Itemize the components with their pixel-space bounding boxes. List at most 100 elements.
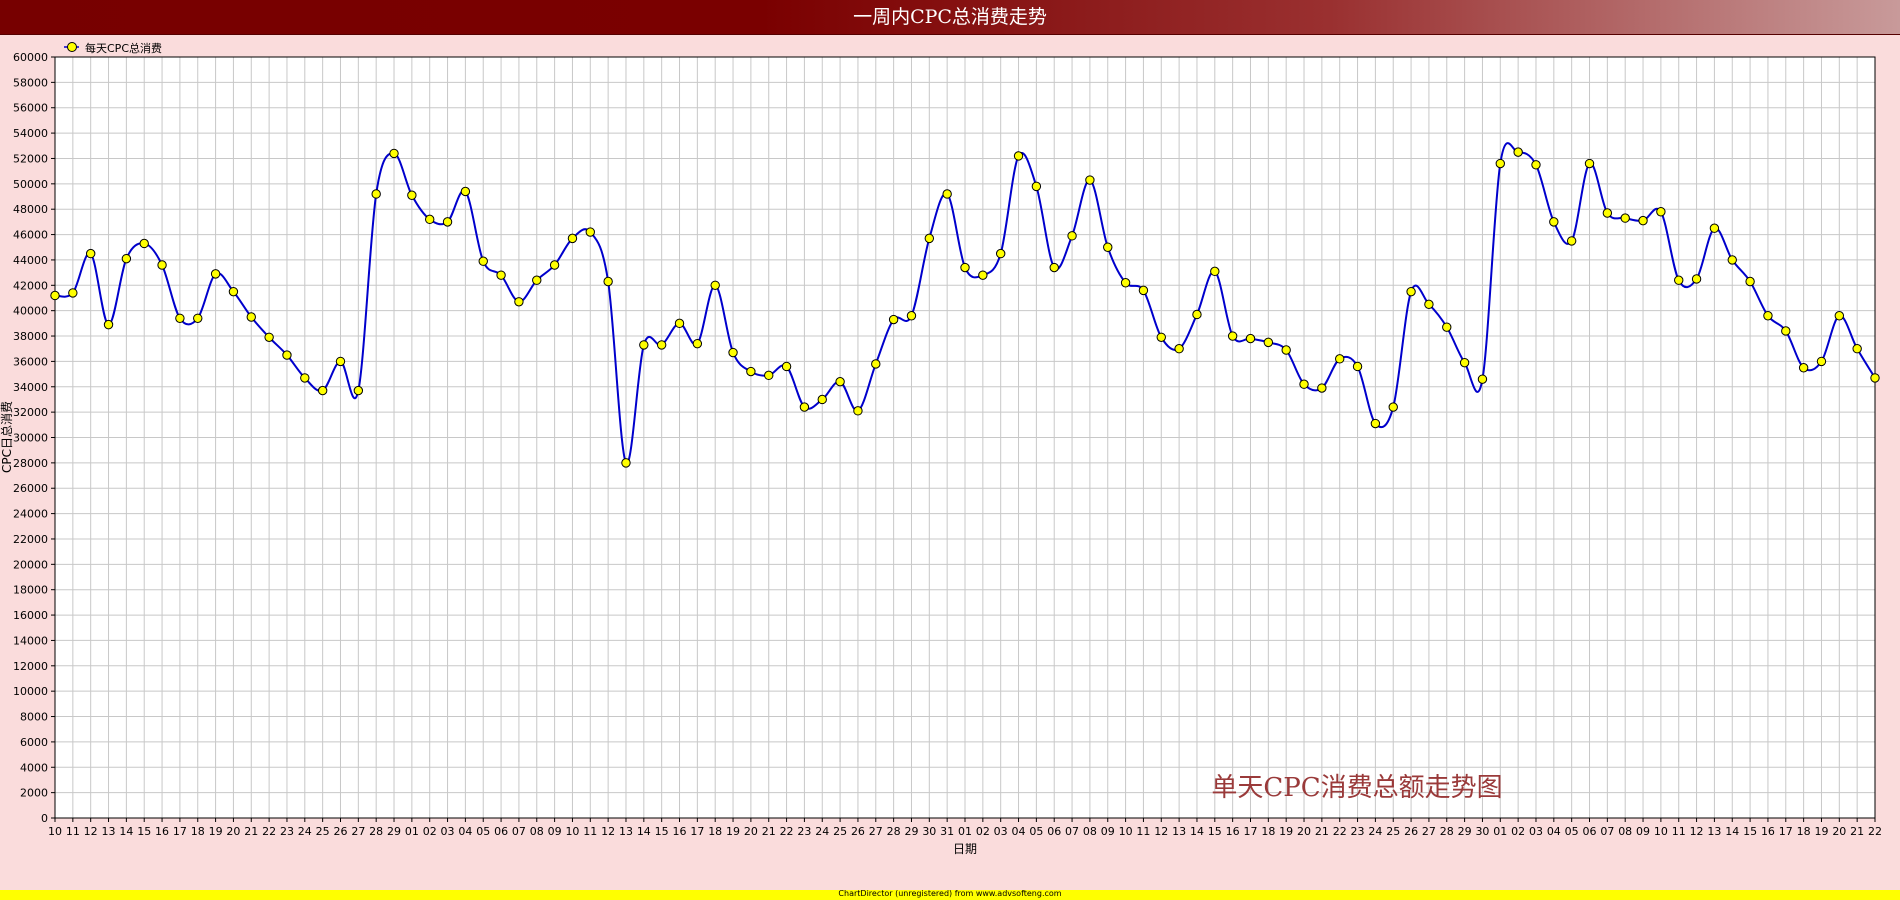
x-tick-label: 08 [530, 825, 544, 838]
y-tick-label: 26000 [13, 482, 48, 495]
data-point [121, 253, 132, 264]
x-tick-label: 23 [280, 825, 294, 838]
x-tick-label: 22 [1868, 825, 1882, 838]
x-tick-label: 11 [583, 825, 597, 838]
data-point [1620, 213, 1630, 223]
data-point [532, 275, 542, 285]
x-tick-label: 10 [1654, 825, 1668, 838]
x-tick-label: 01 [405, 825, 419, 838]
data-point [621, 458, 631, 468]
x-tick-label: 28 [369, 825, 383, 838]
y-tick-label: 50000 [13, 178, 48, 191]
data-point [1798, 363, 1809, 373]
data-point [228, 286, 239, 297]
chart-title: 一周内CPC总消费走势 [853, 6, 1047, 28]
data-point [674, 318, 685, 329]
x-tick-label: 25 [1386, 825, 1400, 838]
x-tick-label: 17 [1243, 825, 1257, 838]
x-tick-label: 04 [1547, 825, 1561, 838]
x-tick-label: 07 [1600, 825, 1614, 838]
data-point [1531, 160, 1541, 170]
title-bar [0, 0, 1900, 35]
data-point [1210, 266, 1220, 277]
data-point [317, 385, 328, 396]
data-point [85, 248, 96, 259]
data-point [1245, 333, 1256, 344]
data-point [656, 340, 667, 350]
data-point [1745, 276, 1755, 287]
x-tick-label: 18 [708, 825, 722, 838]
y-axis-title: CPC日总消费 [0, 401, 14, 473]
data-point [157, 260, 167, 270]
x-tick-label: 16 [155, 825, 169, 838]
y-tick-label: 10000 [13, 685, 48, 698]
data-point [781, 361, 792, 372]
x-tick-label: 19 [209, 825, 223, 838]
x-tick-label: 29 [1458, 825, 1472, 838]
data-point [1388, 402, 1398, 412]
x-tick-label: 20 [1832, 825, 1846, 838]
x-tick-label: 17 [173, 825, 187, 838]
x-tick-label: 19 [726, 825, 740, 838]
y-tick-label: 4000 [20, 761, 48, 774]
y-tick-label: 12000 [13, 660, 48, 673]
y-tick-label: 40000 [13, 305, 48, 318]
x-tick-label: 15 [655, 825, 669, 838]
x-tick-label: 09 [548, 825, 562, 838]
x-tick-label: 27 [869, 825, 883, 838]
x-tick-label: 01 [1493, 825, 1507, 838]
data-point [1513, 147, 1523, 157]
y-tick-label: 22000 [13, 533, 48, 546]
data-point [1763, 311, 1773, 321]
y-tick-label: 44000 [13, 254, 48, 267]
x-tick-label: 06 [494, 825, 508, 838]
x-tick-label: 28 [1440, 825, 1454, 838]
data-point [924, 233, 935, 244]
data-point [1549, 217, 1559, 227]
x-tick-label: 10 [565, 825, 579, 838]
x-tick-label: 05 [1565, 825, 1579, 838]
legend-marker [67, 42, 77, 52]
x-tick-label: 28 [887, 825, 901, 838]
x-tick-label: 20 [744, 825, 758, 838]
legend-label: 每天CPC总消费 [85, 41, 162, 55]
x-tick-label: 15 [1208, 825, 1222, 838]
data-point [1227, 331, 1238, 341]
x-tick-label: 18 [1797, 825, 1811, 838]
x-tick-label: 27 [351, 825, 365, 838]
data-point [1424, 299, 1434, 310]
data-point [1638, 215, 1648, 226]
y-tick-label: 0 [41, 812, 48, 825]
x-tick-label: 13 [1707, 825, 1721, 838]
data-point [835, 376, 845, 387]
data-point [906, 311, 917, 321]
data-point [460, 186, 471, 197]
x-tick-label: 24 [1368, 825, 1382, 838]
data-point [1584, 158, 1595, 169]
data-point [1834, 311, 1845, 321]
data-point [978, 270, 988, 280]
data-point [407, 190, 417, 200]
x-tick-label: 26 [851, 825, 865, 838]
x-tick-label: 04 [1012, 825, 1026, 838]
data-point [549, 260, 560, 270]
data-point [1103, 242, 1113, 252]
x-tick-label: 10 [1119, 825, 1133, 838]
x-tick-label: 12 [1690, 825, 1704, 838]
y-tick-label: 46000 [13, 229, 48, 242]
x-axis-title: 日期 [953, 842, 977, 856]
data-point [282, 350, 292, 360]
x-tick-label: 06 [1047, 825, 1061, 838]
y-tick-label: 2000 [20, 787, 48, 800]
data-point [995, 248, 1006, 259]
data-point [1085, 175, 1095, 185]
x-tick-label: 21 [762, 825, 776, 838]
x-tick-label: 11 [1672, 825, 1686, 838]
x-tick-label: 18 [191, 825, 205, 838]
y-tick-label: 54000 [13, 127, 48, 140]
data-point [1370, 418, 1381, 429]
data-point [1656, 207, 1666, 217]
x-tick-label: 07 [512, 825, 526, 838]
data-point [817, 394, 827, 405]
